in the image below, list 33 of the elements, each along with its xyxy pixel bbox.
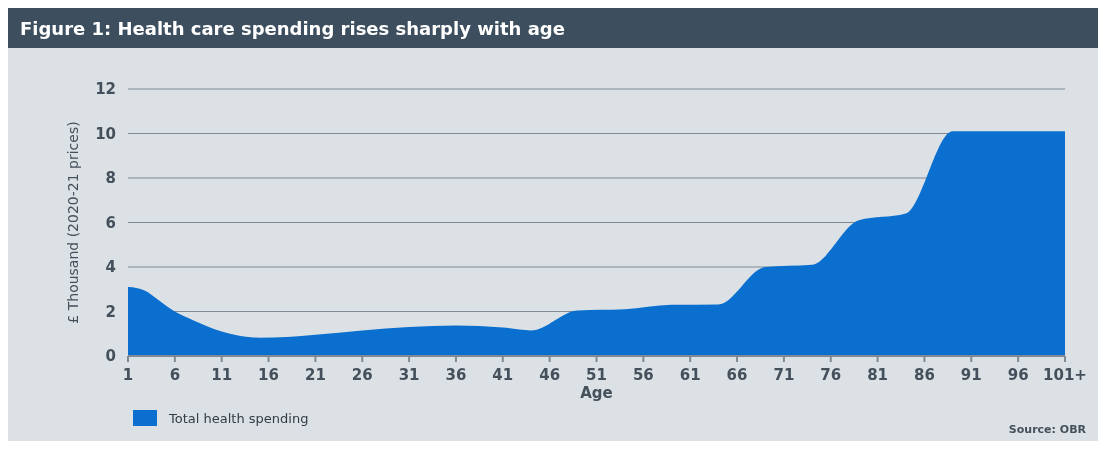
y-tick-label: 4 — [105, 258, 116, 276]
x-tick-label: 81 — [867, 366, 889, 384]
source-note: Source: OBR — [1008, 423, 1087, 436]
y-axis-title: £ Thousand (2020-21 prices) — [65, 121, 81, 324]
x-tick-label: 96 — [1007, 366, 1029, 384]
x-tick-label: 41 — [492, 366, 514, 384]
x-tick-label: 76 — [820, 366, 842, 384]
x-tick-label: 6 — [169, 366, 181, 384]
x-tick-label: 11 — [211, 366, 233, 384]
x-tick-label: 26 — [351, 366, 373, 384]
x-axis-title: Age — [580, 384, 613, 402]
x-tick-label: 1 — [122, 366, 134, 384]
legend-label: Total health spending — [168, 411, 309, 426]
y-tick-label: 6 — [105, 213, 116, 232]
x-tick-label: 91 — [960, 366, 982, 384]
x-tick-label: 31 — [398, 366, 420, 384]
x-tick-label: 16 — [258, 366, 279, 384]
x-tick-label: 61 — [679, 366, 701, 384]
x-tick-label: 21 — [304, 366, 326, 384]
y-tick-label: 8 — [105, 169, 116, 187]
y-tick-label: 12 — [95, 80, 116, 98]
y-tick-label: 2 — [105, 302, 116, 321]
x-tick-label: 86 — [914, 366, 935, 384]
y-tick-label: 0 — [105, 347, 116, 365]
x-tick-label: 66 — [726, 366, 748, 384]
x-tick-label: 36 — [445, 366, 467, 384]
x-tick-label: 51 — [586, 366, 607, 384]
x-tick-label: 71 — [773, 366, 795, 384]
chart-title: Figure 1: Health care spending rises sharply with age — [20, 18, 565, 39]
x-tick-label: 101+ — [1043, 366, 1087, 384]
x-tick-label: 46 — [539, 366, 561, 384]
x-tick-label: 56 — [632, 366, 654, 384]
y-tick-label: 10 — [95, 124, 116, 143]
